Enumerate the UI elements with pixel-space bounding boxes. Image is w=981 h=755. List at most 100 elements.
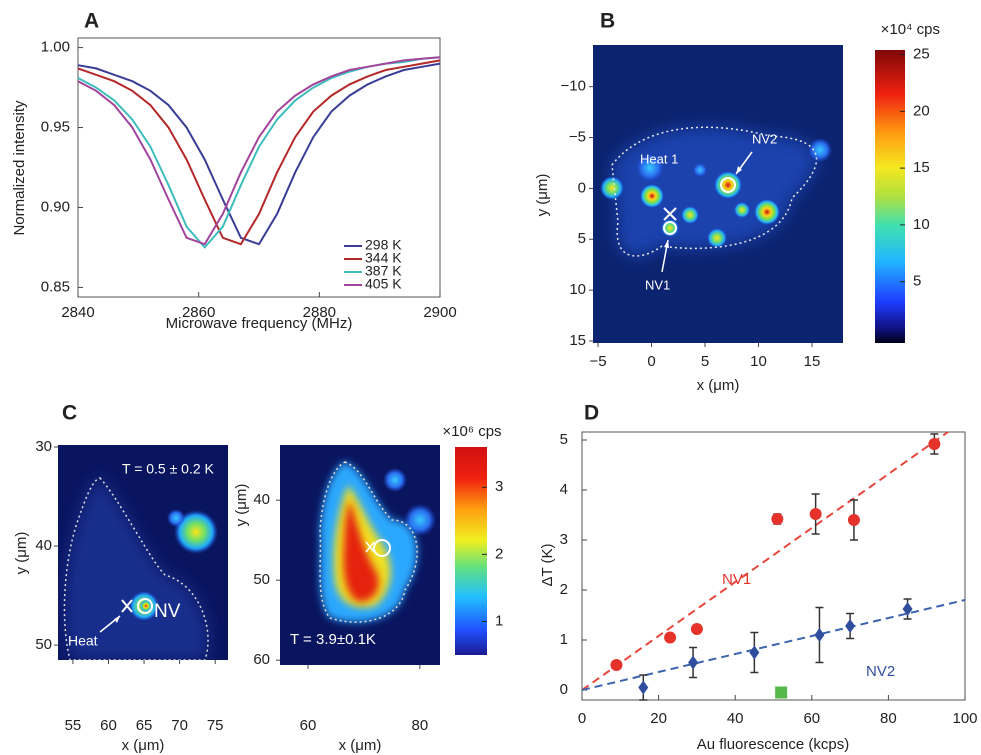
x-tick-label: 2900 — [423, 304, 456, 321]
y-tick-label: 4 — [560, 481, 568, 498]
x-tick-label: 20 — [650, 710, 667, 727]
x-tick-label: −5 — [589, 353, 606, 370]
colorbar-label: ×10⁴ cps — [881, 21, 940, 38]
y-tick-label: 1 — [560, 631, 568, 648]
y-tick-label: 1.00 — [41, 39, 70, 56]
x-tick-label: 2860 — [182, 304, 215, 321]
y-tick-label: 0 — [560, 681, 568, 698]
data-line — [77, 56, 441, 246]
panel-letter: A — [84, 10, 99, 33]
y-tick-label: 0.90 — [41, 198, 70, 215]
y-tick-label: 5 — [560, 431, 568, 448]
colorbar-tick-label: 15 — [913, 159, 930, 176]
annotation: T = 0.5 ± 0.2 K — [122, 461, 215, 477]
x-tick-label: 15 — [804, 353, 821, 370]
y-tick-label: 40 — [35, 537, 52, 554]
y-axis-label: Normalized intensity — [11, 100, 28, 236]
x-axis-label: x (μm) — [122, 737, 165, 754]
y-axis-label: ΔT (K) — [539, 543, 556, 586]
heatmap-image — [58, 445, 228, 660]
panel-letter: C — [62, 402, 77, 425]
series-label: NV2 — [866, 663, 895, 680]
y-tick-label: 40 — [253, 491, 270, 508]
y-tick-label: 15 — [569, 332, 586, 349]
y-tick-label: 10 — [569, 281, 586, 298]
point — [749, 645, 760, 660]
x-tick-label: 100 — [952, 710, 977, 727]
colorbar-label: ×10⁶ cps — [442, 423, 501, 440]
point — [638, 680, 649, 695]
point — [771, 513, 784, 525]
x-axis-label: Au fluorescence (kcps) — [697, 736, 850, 753]
x-tick-label: 10 — [750, 353, 767, 370]
colorbar-tick-label: 5 — [913, 273, 921, 290]
data-line — [77, 59, 441, 246]
annotation: NV — [154, 601, 181, 622]
y-tick-label: 0.95 — [41, 118, 70, 135]
data-line — [77, 56, 441, 249]
fit-line — [582, 432, 950, 691]
plot-frame — [77, 37, 441, 298]
x-tick-label: 60 — [100, 717, 117, 734]
y-tick-label: 30 — [35, 438, 52, 455]
colorbar-tick-label: 10 — [913, 216, 930, 233]
annotation: NV1 — [645, 277, 670, 292]
x-tick-label: 55 — [65, 717, 82, 734]
x-tick-label: 65 — [136, 717, 153, 734]
annotation: Heat — [68, 633, 98, 649]
heatmap-image — [280, 445, 440, 665]
y-tick-label: 5 — [578, 230, 586, 247]
y-axis-label: y (μm) — [13, 532, 30, 575]
x-tick-label: 2880 — [303, 304, 336, 321]
legend-label: 387 K — [365, 263, 402, 279]
x-axis-label: Microwave frequency (MHz) — [166, 315, 353, 332]
y-tick-label: 2 — [560, 581, 568, 598]
plot-frame — [581, 431, 966, 701]
x-tick-label: 80 — [880, 710, 897, 727]
colorbar — [455, 447, 487, 655]
annotation: Heat 1 — [640, 151, 678, 166]
panel-letter: D — [584, 402, 599, 425]
x-tick-label: 60 — [803, 710, 820, 727]
y-tick-label: 50 — [35, 636, 52, 653]
point — [610, 659, 623, 671]
annotation: T = 3.9±0.1K — [290, 631, 376, 648]
x-tick-label: 40 — [727, 710, 744, 727]
x-tick-label: 75 — [207, 717, 224, 734]
point — [814, 628, 825, 642]
x-tick-label: 80 — [412, 717, 429, 734]
series-label: NV1 — [722, 571, 751, 588]
y-axis-label: y (μm) — [233, 484, 250, 527]
y-tick-label: 0 — [578, 179, 586, 196]
x-tick-label: 60 — [300, 717, 317, 734]
y-tick-label: 60 — [253, 651, 270, 668]
colorbar-tick-label: 3 — [495, 478, 503, 495]
annotation: NV2 — [752, 131, 777, 146]
data-line — [77, 62, 441, 246]
x-tick-label: 70 — [171, 717, 188, 734]
panel-letter: B — [600, 10, 615, 33]
x-tick-label: 0 — [578, 710, 586, 727]
point — [688, 655, 699, 670]
y-tick-label: 3 — [560, 531, 568, 548]
colorbar-tick-label: 2 — [495, 545, 503, 562]
x-tick-label: 2840 — [61, 304, 94, 321]
point — [690, 623, 703, 635]
point — [664, 631, 677, 644]
point — [809, 508, 822, 520]
y-tick-label: −5 — [569, 129, 586, 146]
y-tick-label: 0.85 — [41, 278, 70, 295]
x-tick-label: 0 — [647, 353, 655, 370]
legend-label: 344 K — [365, 250, 402, 266]
legend-label: 405 K — [365, 276, 402, 292]
x-axis-label: x (μm) — [697, 377, 740, 394]
colorbar — [875, 50, 905, 343]
point — [775, 686, 788, 699]
point — [847, 514, 860, 526]
heatmap-image — [593, 45, 843, 343]
colorbar-tick-label: 1 — [495, 612, 503, 629]
x-axis-label: x (μm) — [339, 737, 382, 754]
colorbar-tick-label: 25 — [913, 46, 930, 63]
y-tick-label: 50 — [253, 571, 270, 588]
